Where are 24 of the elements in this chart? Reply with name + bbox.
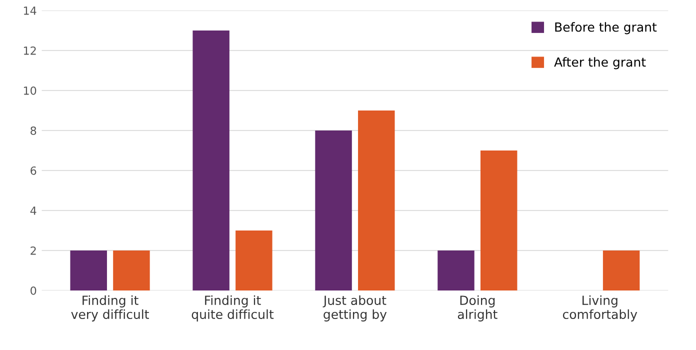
y-tick-label: 8	[30, 126, 36, 135]
legend-label: Before the grant	[555, 22, 657, 34]
y-tick-label: 6	[30, 166, 36, 175]
bar	[236, 230, 272, 290]
bar	[192, 30, 230, 290]
bar	[113, 250, 150, 290]
y-tick-label: 4	[30, 206, 36, 215]
bar	[438, 250, 474, 290]
bar	[315, 130, 352, 290]
bar	[480, 150, 518, 290]
legend-label: After the grant	[554, 57, 646, 70]
y-tick-label: 12	[24, 46, 36, 55]
y-tick-label: 10	[24, 86, 36, 95]
bar	[602, 250, 640, 290]
x-tick-label: Finding it quite difficult	[192, 295, 274, 322]
x-tick-label: Living comfortably	[562, 295, 638, 322]
x-tick-label: Just about getting by	[322, 295, 387, 322]
bar	[358, 110, 395, 290]
x-tick-label: Finding it very difficult	[71, 295, 149, 322]
x-tick-label: Doing alright	[458, 295, 498, 322]
y-tick-label: 2	[30, 246, 36, 255]
y-tick-label: 14	[24, 6, 36, 15]
bar	[70, 250, 107, 290]
y-tick-label: 0	[30, 286, 36, 295]
